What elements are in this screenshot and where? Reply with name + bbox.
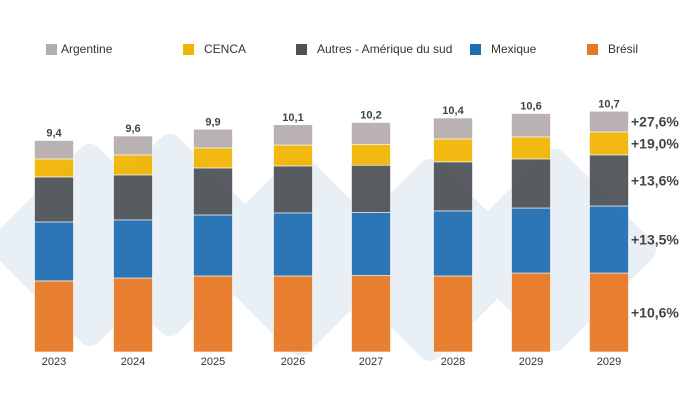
bar-segment-argentine xyxy=(511,113,551,138)
bar-segment-argentine xyxy=(433,117,473,140)
total-label: 9,9 xyxy=(205,116,220,128)
x-tick-label: 2027 xyxy=(359,356,383,368)
legend: Argentine CENCA Autres - Amérique du sud Me… xyxy=(0,42,700,62)
legend-swatch xyxy=(183,43,194,55)
bar-segment-br-sil xyxy=(193,275,233,353)
bars xyxy=(34,110,629,353)
legend-label: CENCA xyxy=(204,42,247,56)
bar-segment-mexique xyxy=(34,221,74,282)
growth-label: +13,6% xyxy=(631,172,679,188)
total-label: 10,6 xyxy=(520,101,541,113)
bar-segment-argentine xyxy=(273,124,313,146)
x-tick-label: 2023 xyxy=(42,356,66,368)
bar-segment-autres-am-rique-du-sud xyxy=(113,174,153,221)
bar-segment-br-sil xyxy=(589,272,629,353)
legend-label: Mexique xyxy=(491,42,537,56)
total-label: 10,7 xyxy=(598,98,619,110)
bar-segment-autres-am-rique-du-sud xyxy=(511,158,551,209)
bar-segment-br-sil xyxy=(273,275,313,353)
legend-swatch xyxy=(470,43,481,55)
bar-segment-cenca xyxy=(351,144,391,166)
legend-item: Autres - Amérique du sud xyxy=(296,42,452,56)
bar-segment-argentine xyxy=(113,135,153,156)
bar-segment-autres-am-rique-du-sud xyxy=(433,161,473,212)
bar-segment-argentine xyxy=(589,110,629,133)
bar-segment-cenca xyxy=(273,144,313,167)
growth-label: +19,0% xyxy=(631,135,679,151)
bar-segment-cenca xyxy=(433,138,473,163)
bar-segment-cenca xyxy=(193,147,233,169)
bar-segment-br-sil xyxy=(511,272,551,353)
legend-label: Brésil xyxy=(608,42,639,56)
watermark-diamond xyxy=(453,148,657,352)
bar-segment-mexique xyxy=(433,210,473,277)
x-tick-label: 2025 xyxy=(201,356,225,368)
total-label: 10,2 xyxy=(360,110,381,122)
legend-item: Mexique xyxy=(470,42,536,56)
growth-label: +27,6% xyxy=(631,114,679,130)
x-tick-label: 2029 xyxy=(597,356,621,368)
bar-segment-autres-am-rique-du-sud xyxy=(193,167,233,216)
bar-segment-br-sil xyxy=(113,277,153,353)
bar-segment-argentine xyxy=(34,140,74,160)
total-label: 9,4 xyxy=(46,128,62,140)
bar-segment-autres-am-rique-du-sud xyxy=(273,165,313,214)
bar-segment-cenca xyxy=(511,136,551,160)
legend-item: Argentine xyxy=(46,42,112,56)
total-label: 10,4 xyxy=(442,105,464,117)
bar-segment-mexique xyxy=(351,212,391,276)
bar-segment-mexique xyxy=(193,214,233,277)
x-tick-label: 2024 xyxy=(121,356,145,368)
bar-segment-mexique xyxy=(273,212,313,277)
legend-item: CENCA xyxy=(183,42,246,56)
bar-segment-br-sil xyxy=(34,280,74,353)
bar-segment-autres-am-rique-du-sud xyxy=(34,176,74,223)
watermark xyxy=(0,133,657,362)
x-tick-label: 2029 xyxy=(519,356,543,368)
x-tick-label: 2028 xyxy=(441,356,465,368)
legend-swatch xyxy=(296,43,307,55)
bar-segment-mexique xyxy=(511,207,551,274)
bar-segment-cenca xyxy=(34,158,74,178)
legend-swatch xyxy=(46,43,57,55)
bar-segment-mexique xyxy=(113,219,153,279)
bar-segment-autres-am-rique-du-sud xyxy=(351,164,391,213)
bar-segment-br-sil xyxy=(433,275,473,353)
bar-segment-br-sil xyxy=(351,275,391,353)
growth-label: +13,5% xyxy=(631,232,679,248)
legend-item: Brésil xyxy=(587,42,638,56)
bar-segment-argentine xyxy=(351,122,391,145)
bar-segment-autres-am-rique-du-sud xyxy=(589,154,629,207)
total-label: 10,1 xyxy=(282,112,303,124)
bar-segment-cenca xyxy=(589,131,629,156)
total-label: 9,6 xyxy=(125,123,140,135)
bar-segment-mexique xyxy=(589,205,629,274)
growth-label: +10,6% xyxy=(631,305,679,321)
legend-label: Argentine xyxy=(61,42,113,56)
x-tick-label: 2026 xyxy=(281,356,305,368)
bar-segment-argentine xyxy=(193,128,233,149)
legend-swatch xyxy=(587,43,598,55)
legend-label: Autres - Amérique du sud xyxy=(317,42,453,56)
bar-segment-cenca xyxy=(113,154,153,176)
